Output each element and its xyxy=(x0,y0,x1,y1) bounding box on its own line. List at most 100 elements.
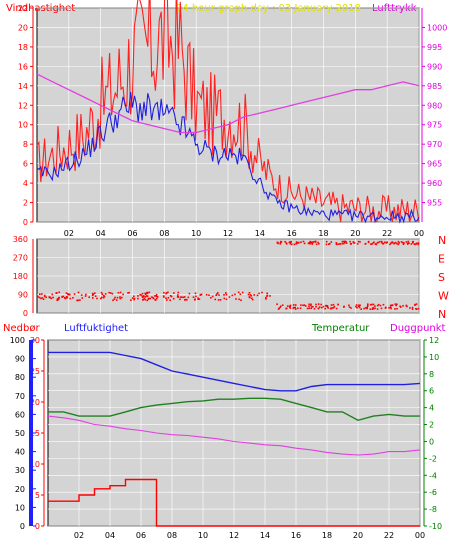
wind-direction-point xyxy=(276,241,279,244)
wind-direction-point xyxy=(199,293,202,296)
wind-direction-point xyxy=(81,297,84,299)
wind-direction-point xyxy=(303,242,306,245)
wind-direction-point xyxy=(58,296,60,299)
wind-direction-point xyxy=(380,240,383,243)
wind-direction-point xyxy=(225,298,228,301)
wind-direction-point xyxy=(332,307,335,309)
wind-direction-point xyxy=(277,308,280,310)
wind-direction-point xyxy=(367,240,370,243)
pressure-label: Lufttrykk xyxy=(372,3,417,14)
wind-direction-point xyxy=(238,298,240,301)
wind-direction-point xyxy=(112,299,114,302)
wind-direction-point xyxy=(290,243,293,246)
wind-direction-point xyxy=(382,243,384,245)
wind-direction-point xyxy=(241,291,244,294)
wind-direction-point xyxy=(231,294,234,297)
wind-direction-point xyxy=(309,240,311,243)
wind-direction-point xyxy=(381,242,383,244)
compass-label-e: E xyxy=(438,253,445,266)
wind-direction-point xyxy=(288,241,291,243)
wind-direction-point xyxy=(395,304,397,307)
wind-direction-point xyxy=(390,304,393,307)
x-axis-tick-label: 12 xyxy=(229,531,239,540)
x-axis-tick-label: 06 xyxy=(127,229,137,238)
wind-direction-point xyxy=(302,240,305,243)
wind-direction-point xyxy=(37,296,39,298)
wind-direction-point xyxy=(390,307,392,310)
wind-direction-point xyxy=(287,305,289,307)
wind-direction-point xyxy=(318,243,320,245)
wind-direction-point xyxy=(165,292,168,294)
wind-direction-point xyxy=(372,306,374,309)
wind-direction-point xyxy=(101,293,104,295)
wind-direction-point xyxy=(139,293,141,296)
wind-direction-point xyxy=(289,304,292,307)
direction-axis-tick-label: 180 xyxy=(13,272,28,281)
wind-direction-point xyxy=(194,292,197,295)
wind-direction-point xyxy=(225,292,227,294)
wind-direction-point xyxy=(88,296,90,298)
wind-direction-point xyxy=(402,243,405,246)
wind-direction-point xyxy=(366,307,368,310)
wind-direction-point xyxy=(167,291,169,294)
wind-direction-point xyxy=(100,297,102,300)
wind-direction-point xyxy=(376,304,379,307)
wind-direction-point xyxy=(119,291,122,294)
wind-direction-point xyxy=(284,240,286,243)
wind-direction-point xyxy=(77,291,80,294)
wind-direction-point xyxy=(371,308,374,310)
wind-direction-point xyxy=(403,242,405,244)
wind-direction-point xyxy=(355,304,358,306)
wind-direction-point xyxy=(137,295,139,297)
wind-axis-tick-label: 12 xyxy=(18,101,28,110)
wind-direction-point xyxy=(358,306,361,309)
wind-direction-point xyxy=(163,296,165,298)
wind-direction-point xyxy=(317,307,320,310)
pressure-axis-tick-label: 985 xyxy=(427,82,442,91)
humidity-axis-tick-label: 5 xyxy=(35,491,40,500)
wind-direction-point xyxy=(114,296,116,299)
wind-direction-point xyxy=(310,303,312,306)
wind-direction-point xyxy=(349,243,352,245)
direction-axis-tick-label: 270 xyxy=(13,254,28,263)
wind-direction-point xyxy=(330,304,333,306)
wind-direction-point xyxy=(394,241,397,244)
wind-direction-point xyxy=(210,297,212,299)
wind-direction-point xyxy=(356,243,359,245)
wind-direction-point xyxy=(326,305,329,307)
wind-direction-point xyxy=(162,295,165,297)
direction-axis-tick-label: 0 xyxy=(23,309,28,318)
x-axis-tick-label: 00 xyxy=(414,229,424,238)
wind-direction-point xyxy=(313,308,316,310)
wind-direction-point xyxy=(154,295,156,297)
wind-direction-point xyxy=(315,243,318,246)
wind-direction-point xyxy=(356,306,358,309)
wind-direction-point xyxy=(310,304,312,307)
wind-direction-point xyxy=(140,294,142,296)
wind-direction-point xyxy=(417,307,420,310)
wind-direction-point xyxy=(293,243,296,246)
rain-scale-bar xyxy=(29,340,33,526)
rain-axis-tick-label: 0 xyxy=(20,522,25,531)
wind-direction-point xyxy=(415,303,418,305)
humidity-axis-tick-label: 30 xyxy=(30,336,40,345)
wind-direction-point xyxy=(349,240,351,243)
wind-direction-point xyxy=(239,293,242,296)
wind-direction-point xyxy=(184,299,186,301)
wind-direction-point xyxy=(289,307,292,309)
wind-direction-point xyxy=(295,241,298,243)
wind-direction-point xyxy=(111,292,114,295)
wind-direction-point xyxy=(94,295,97,297)
wind-direction-point xyxy=(151,296,153,298)
wind-direction-point xyxy=(84,295,87,297)
wind-direction-point xyxy=(62,295,65,298)
wind-direction-point xyxy=(373,241,375,243)
wind-direction-point xyxy=(325,240,328,243)
wind-direction-point xyxy=(308,305,310,308)
temperature-axis-tick-label: -8 xyxy=(429,505,437,514)
wind-direction-point xyxy=(146,292,149,295)
wind-direction-point xyxy=(144,292,146,295)
wind-direction-point xyxy=(407,242,409,245)
wind-direction-point xyxy=(281,304,284,306)
wind-direction-point xyxy=(276,303,278,305)
